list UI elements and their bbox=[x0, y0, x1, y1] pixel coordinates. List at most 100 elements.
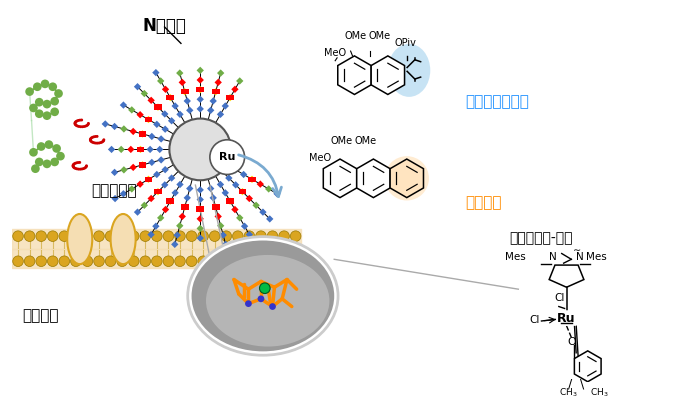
Polygon shape bbox=[120, 101, 127, 109]
Polygon shape bbox=[145, 177, 152, 182]
Polygon shape bbox=[168, 174, 175, 182]
Polygon shape bbox=[167, 95, 174, 100]
Circle shape bbox=[89, 139, 92, 142]
Polygon shape bbox=[197, 86, 204, 93]
Polygon shape bbox=[152, 69, 160, 76]
Circle shape bbox=[256, 256, 267, 267]
Polygon shape bbox=[176, 222, 184, 229]
Circle shape bbox=[90, 140, 92, 143]
Circle shape bbox=[71, 164, 74, 167]
Circle shape bbox=[85, 165, 88, 168]
Circle shape bbox=[48, 82, 57, 91]
Circle shape bbox=[117, 231, 127, 242]
Polygon shape bbox=[197, 234, 204, 242]
Text: Mes: Mes bbox=[585, 252, 607, 262]
Polygon shape bbox=[222, 189, 229, 196]
Text: Cl: Cl bbox=[529, 315, 539, 325]
Circle shape bbox=[87, 123, 90, 126]
Polygon shape bbox=[128, 185, 135, 192]
Polygon shape bbox=[217, 181, 224, 188]
Polygon shape bbox=[129, 128, 137, 135]
Polygon shape bbox=[207, 107, 214, 114]
Circle shape bbox=[221, 256, 232, 267]
Circle shape bbox=[75, 124, 78, 127]
Polygon shape bbox=[101, 120, 109, 128]
Polygon shape bbox=[256, 181, 264, 188]
Polygon shape bbox=[236, 214, 243, 221]
Polygon shape bbox=[197, 196, 204, 203]
Circle shape bbox=[79, 119, 82, 122]
Polygon shape bbox=[197, 215, 204, 223]
Circle shape bbox=[169, 118, 231, 180]
Text: N型糖鎖: N型糖鎖 bbox=[143, 17, 186, 35]
Polygon shape bbox=[128, 106, 135, 114]
Circle shape bbox=[152, 231, 162, 242]
Polygon shape bbox=[154, 103, 162, 111]
Circle shape bbox=[85, 164, 88, 167]
Ellipse shape bbox=[206, 255, 329, 346]
Circle shape bbox=[260, 283, 270, 293]
Circle shape bbox=[50, 158, 59, 166]
Circle shape bbox=[35, 158, 44, 166]
Circle shape bbox=[244, 256, 255, 267]
Polygon shape bbox=[173, 231, 181, 239]
Circle shape bbox=[24, 231, 35, 242]
Circle shape bbox=[209, 256, 220, 267]
Circle shape bbox=[94, 135, 97, 138]
Circle shape bbox=[82, 256, 92, 267]
Polygon shape bbox=[153, 121, 160, 128]
Polygon shape bbox=[146, 146, 154, 153]
Circle shape bbox=[198, 231, 209, 242]
Polygon shape bbox=[248, 177, 256, 182]
Circle shape bbox=[80, 118, 83, 122]
Circle shape bbox=[73, 162, 77, 165]
Polygon shape bbox=[265, 185, 273, 192]
Polygon shape bbox=[357, 159, 390, 198]
Circle shape bbox=[56, 152, 65, 160]
Polygon shape bbox=[179, 79, 186, 86]
Circle shape bbox=[24, 256, 35, 267]
Circle shape bbox=[99, 141, 102, 144]
Circle shape bbox=[210, 140, 245, 175]
Circle shape bbox=[105, 231, 116, 242]
Text: OPiv: OPiv bbox=[394, 38, 416, 48]
Circle shape bbox=[103, 138, 105, 141]
Circle shape bbox=[175, 256, 185, 267]
Polygon shape bbox=[179, 213, 186, 220]
Text: MeO: MeO bbox=[324, 48, 345, 58]
Circle shape bbox=[78, 161, 81, 164]
Circle shape bbox=[269, 303, 276, 310]
Circle shape bbox=[93, 141, 96, 144]
Polygon shape bbox=[241, 223, 248, 230]
Polygon shape bbox=[186, 107, 193, 114]
Circle shape bbox=[43, 111, 51, 120]
Circle shape bbox=[140, 231, 150, 242]
Circle shape bbox=[35, 109, 44, 118]
Circle shape bbox=[82, 167, 85, 170]
Circle shape bbox=[75, 162, 78, 164]
Polygon shape bbox=[236, 77, 243, 85]
Text: \: \ bbox=[580, 377, 584, 390]
Circle shape bbox=[75, 120, 78, 123]
Polygon shape bbox=[137, 147, 144, 152]
Circle shape bbox=[71, 231, 81, 242]
Polygon shape bbox=[167, 94, 174, 101]
Polygon shape bbox=[181, 89, 188, 94]
Polygon shape bbox=[207, 185, 214, 192]
Polygon shape bbox=[197, 186, 204, 194]
Polygon shape bbox=[154, 105, 162, 110]
Text: OMe: OMe bbox=[369, 30, 391, 40]
Polygon shape bbox=[141, 90, 148, 97]
Circle shape bbox=[79, 125, 82, 128]
Text: 抗がん剤: 抗がん剤 bbox=[465, 195, 502, 210]
Circle shape bbox=[290, 231, 301, 242]
Text: がん細胞: がん細胞 bbox=[22, 308, 58, 324]
Polygon shape bbox=[127, 146, 135, 153]
Circle shape bbox=[83, 167, 86, 169]
Circle shape bbox=[94, 256, 104, 267]
Circle shape bbox=[89, 138, 92, 141]
Ellipse shape bbox=[192, 240, 334, 351]
Polygon shape bbox=[338, 56, 371, 95]
Circle shape bbox=[186, 231, 197, 242]
Polygon shape bbox=[148, 159, 156, 166]
